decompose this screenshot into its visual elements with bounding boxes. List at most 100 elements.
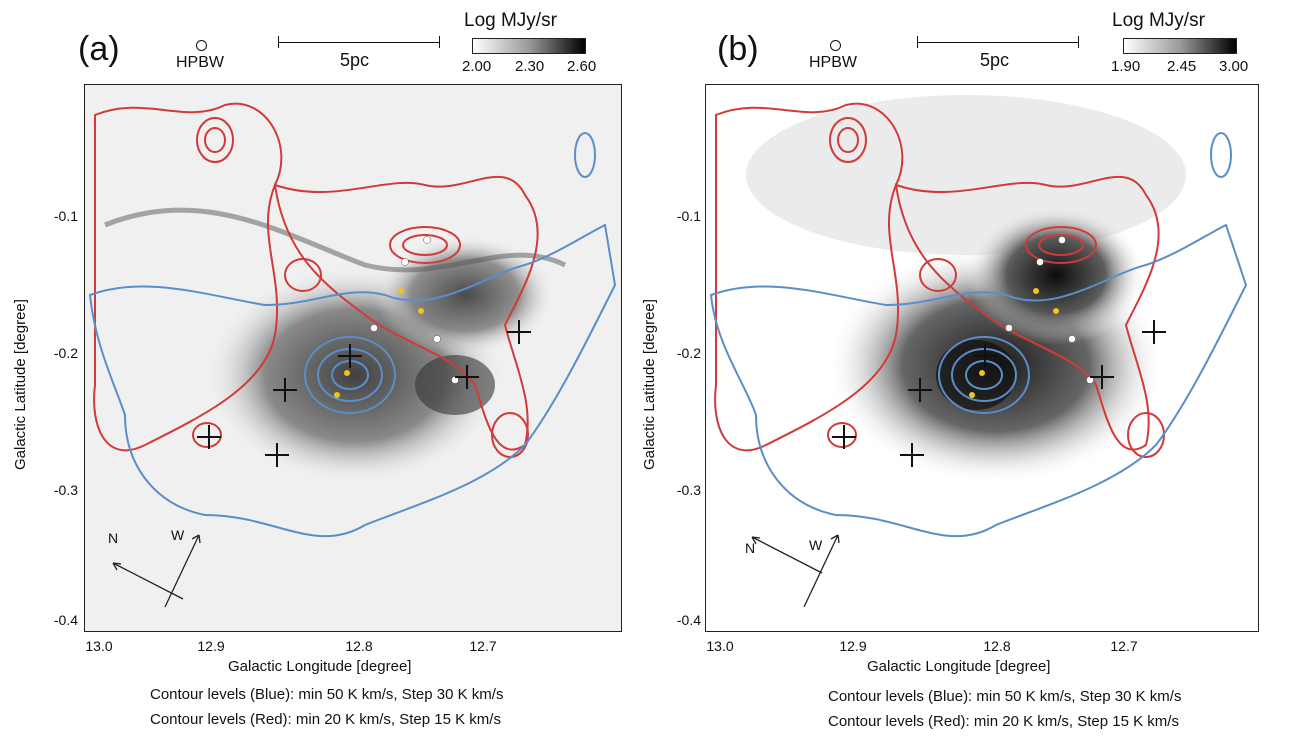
- yellow-source-marker: [1053, 308, 1059, 314]
- red-contour: [402, 234, 448, 256]
- hpbw-beam-icon: [830, 40, 841, 51]
- y-tick-label: -0.3: [53, 482, 78, 498]
- west-arrow-icon: [164, 534, 201, 608]
- red-contour: [1038, 234, 1084, 256]
- red-contour: [93, 102, 283, 452]
- cross-marker: [455, 365, 479, 389]
- compass-west-label: W: [171, 527, 185, 543]
- compass-arrows: [112, 534, 201, 608]
- yellow-source-marker: [979, 370, 985, 376]
- x-tick-label: 13.0: [85, 638, 113, 654]
- y-axis-title: Galactic Latitude [degree]: [12, 299, 29, 470]
- panel-label: (b): [717, 30, 759, 68]
- cross-marker: [273, 378, 297, 402]
- y-tick-label: -0.1: [676, 208, 701, 224]
- red-contour: [1025, 226, 1097, 264]
- colorbar-tick: 2.45: [1167, 58, 1197, 75]
- hpbw-label: HPBW: [176, 54, 224, 71]
- compass-north-label: N: [745, 540, 756, 556]
- panel-b: (b) HPBW 5pc Log MJy/sr 1.90 2.45 3.00: [637, 0, 1277, 737]
- white-source-marker: [1058, 236, 1066, 244]
- x-tick-label: 13.0: [706, 638, 734, 654]
- west-arrow-icon: [803, 534, 840, 608]
- red-contour: [273, 175, 539, 451]
- colorbar-tick: 3.00: [1219, 58, 1249, 75]
- red-contour: [204, 127, 226, 153]
- x-tick-label: 12.7: [469, 638, 497, 654]
- blue-contour: [574, 132, 596, 178]
- red-contour: [919, 258, 957, 292]
- y-tick-label: -0.1: [53, 208, 78, 224]
- cross-marker: [507, 320, 531, 344]
- red-contour: [837, 127, 859, 153]
- yellow-source-marker: [344, 370, 350, 376]
- red-contour: [829, 117, 867, 163]
- blue-contour: [938, 336, 1030, 414]
- y-tick-label: -0.3: [676, 482, 701, 498]
- contour-note-red: Contour levels (Red): min 20 K km/s, Ste…: [150, 711, 501, 728]
- scale-bar: [278, 42, 440, 43]
- white-sources: [1005, 236, 1094, 384]
- red-contour: [196, 117, 234, 163]
- blue-contour: [304, 336, 396, 414]
- cross-marker: [338, 344, 362, 368]
- map-image-frame: [84, 84, 622, 632]
- white-sources: [370, 236, 459, 384]
- yellow-source-marker: [418, 308, 424, 314]
- north-arrow-icon: [751, 536, 823, 574]
- x-tick-label: 12.8: [983, 638, 1011, 654]
- cross-marker: [265, 443, 289, 467]
- map-image-frame: [705, 84, 1259, 632]
- contour-note-red: Contour levels (Red): min 20 K km/s, Ste…: [828, 713, 1179, 730]
- y-tick-label: -0.2: [676, 345, 701, 361]
- cross-markers: [197, 320, 531, 467]
- blue-contour: [709, 223, 1248, 538]
- scale-bar: [917, 42, 1079, 43]
- cross-marker: [1090, 365, 1114, 389]
- x-tick-label: 12.7: [1110, 638, 1138, 654]
- panel-a: (a) HPBW 5pc Log MJy/sr 2.00 2.30 2.60: [0, 0, 640, 737]
- white-source-marker: [423, 236, 431, 244]
- red-contour: [389, 226, 461, 264]
- colorbar-tick: 2.30: [515, 58, 545, 75]
- y-tick-label: -0.2: [53, 345, 78, 361]
- y-tick-label: -0.4: [53, 612, 78, 628]
- white-source-marker: [1005, 324, 1013, 332]
- yellow-source-marker: [334, 392, 340, 398]
- colorbar-title: Log MJy/sr: [464, 10, 557, 31]
- x-axis-title: Galactic Longitude [degree]: [867, 658, 1051, 675]
- cross-marker: [973, 344, 997, 368]
- blue-contour: [1210, 132, 1232, 178]
- contour-note-blue: Contour levels (Blue): min 50 K km/s, St…: [150, 686, 504, 703]
- scale-bar-label: 5pc: [980, 50, 1010, 70]
- colorbar: [1123, 38, 1237, 54]
- yellow-source-marker: [398, 288, 404, 294]
- emission-region: [966, 205, 1146, 345]
- cross-marker: [1142, 320, 1166, 344]
- red-contour: [192, 422, 222, 448]
- blue-contour: [88, 223, 617, 538]
- scale-bar-tick-left: [278, 36, 279, 48]
- white-source-marker: [1068, 335, 1076, 343]
- white-source-marker: [370, 324, 378, 332]
- yellow-source-marker: [969, 392, 975, 398]
- scale-bar-tick-right: [439, 36, 440, 48]
- x-tick-label: 12.9: [839, 638, 867, 654]
- contour-note-blue: Contour levels (Blue): min 50 K km/s, St…: [828, 688, 1182, 705]
- yellow-sources: [334, 288, 424, 398]
- hpbw-beam-icon: [196, 40, 207, 51]
- compass-west-label: W: [809, 537, 823, 553]
- cross-marker: [908, 378, 932, 402]
- dark-filament: [104, 207, 567, 273]
- scale-bar-label: 5pc: [340, 50, 370, 70]
- y-axis-title: Galactic Latitude [degree]: [641, 299, 658, 470]
- colorbar: [472, 38, 586, 54]
- map-image: [85, 85, 621, 631]
- cross-marker: [832, 425, 856, 449]
- white-source-marker: [401, 258, 409, 266]
- hpbw-label: HPBW: [809, 54, 857, 71]
- colorbar-tick: 2.00: [462, 58, 492, 75]
- compass-arrows: [751, 534, 840, 608]
- emission-region: [375, 235, 555, 355]
- colorbar-tick: 1.90: [1111, 58, 1141, 75]
